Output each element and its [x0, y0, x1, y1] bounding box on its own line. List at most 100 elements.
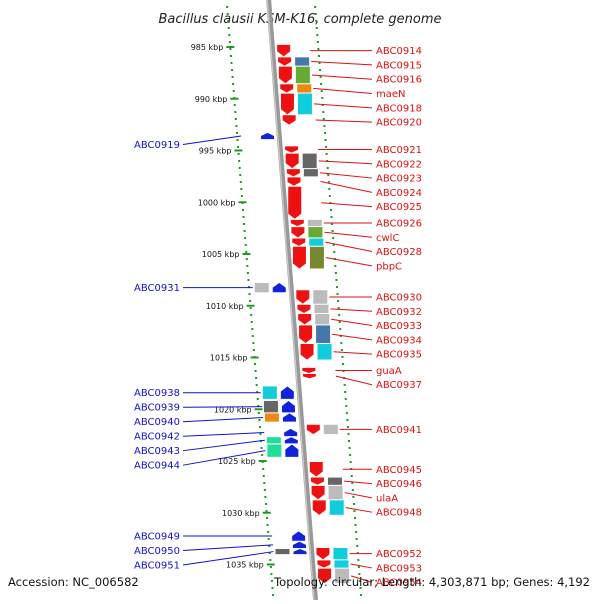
- ring-dot: [317, 55, 320, 57]
- ring-dot: [238, 160, 241, 162]
- forward-gene-label: ABC0935: [376, 350, 422, 361]
- ring-dot: [268, 552, 271, 554]
- ring-dot: [240, 195, 243, 197]
- kbp-tick-label: 1025 kbp: [218, 457, 256, 466]
- ring-dot: [344, 391, 347, 393]
- ring-dot: [229, 48, 232, 50]
- forward-gene-arrow: [285, 146, 299, 153]
- ring-dot: [244, 237, 247, 239]
- reverse-gene-arrow: [285, 444, 299, 457]
- forward-label-leader: [344, 492, 373, 499]
- ring-dot: [326, 167, 329, 169]
- backbone-line: [266, 0, 319, 601]
- forward-gene-arrow: [296, 290, 310, 304]
- reverse-gene-arrow: [284, 437, 298, 444]
- forward-gene-arrow: [306, 424, 320, 435]
- ring-dot: [231, 76, 234, 78]
- ring-dot: [335, 279, 338, 281]
- kbp-tick-label: 985 kbp: [191, 43, 224, 52]
- ring-dot: [345, 405, 348, 407]
- ring-dot: [327, 174, 330, 176]
- ring-dot: [262, 468, 265, 470]
- forward-gene-arrow: [318, 568, 332, 584]
- ring-dot: [356, 545, 359, 547]
- forward-cog-box: [329, 500, 344, 515]
- ring-dot: [315, 20, 318, 22]
- forward-label-leader: [343, 480, 373, 485]
- ring-dot: [230, 62, 233, 64]
- forward-gene-label: ABC0924: [376, 188, 422, 199]
- ring-dot: [261, 454, 264, 456]
- ring-dot: [346, 426, 349, 428]
- forward-cog-box: [316, 325, 331, 344]
- ring-dot: [271, 587, 274, 589]
- ring-dot: [354, 524, 357, 526]
- ring-dot: [349, 461, 352, 463]
- ring-dot: [252, 342, 255, 344]
- ring-dot: [234, 118, 237, 120]
- forward-cog-box: [314, 304, 329, 313]
- forward-gene-arrow: [290, 219, 304, 227]
- reverse-gene-arrow: [282, 413, 296, 422]
- forward-cog-box: [308, 227, 323, 238]
- forward-gene-arrow: [300, 344, 314, 360]
- ring-dot: [267, 538, 270, 540]
- ring-dot: [358, 580, 361, 582]
- ring-dot: [246, 272, 249, 274]
- ring-dot: [357, 566, 360, 568]
- ring-dot: [328, 195, 331, 197]
- forward-cog-box: [297, 93, 312, 115]
- ring-dot: [247, 279, 250, 281]
- ring-dot: [251, 335, 254, 337]
- ring-dot: [256, 391, 259, 393]
- ring-dot: [249, 307, 252, 309]
- reverse-gene-label: ABC0949: [134, 532, 180, 543]
- reverse-label-leader: [182, 432, 265, 437]
- ring-dot: [337, 307, 340, 309]
- forward-gene-label: ABC0933: [376, 321, 422, 332]
- reverse-label-leader: [182, 450, 266, 466]
- reverse-cog-box: [267, 444, 282, 457]
- ring-dot: [265, 510, 268, 512]
- forward-cog-box: [333, 547, 348, 560]
- ring-dot: [228, 34, 231, 36]
- reverse-gene-arrow: [284, 428, 298, 437]
- kbp-tick-label: 1015 kbp: [210, 354, 248, 363]
- accession-text: Accession: NC_006582: [8, 575, 139, 589]
- ring-dot: [333, 251, 336, 253]
- forward-label-leader: [330, 308, 373, 312]
- ring-dot: [351, 489, 354, 491]
- ring-dot: [314, 13, 317, 15]
- ring-dot: [233, 104, 236, 106]
- forward-gene-label: ABC0953: [376, 563, 422, 574]
- kbp-tick-label: 990 kbp: [195, 95, 228, 104]
- reverse-cog-box: [262, 386, 277, 399]
- ring-dot: [252, 349, 255, 351]
- forward-label-leader: [350, 575, 373, 583]
- ring-dot: [263, 482, 266, 484]
- forward-gene-arrow: [317, 560, 331, 568]
- ring-dot: [232, 90, 235, 92]
- reverse-gene-arrow: [292, 531, 306, 541]
- forward-cog-box: [302, 153, 317, 169]
- reverse-gene-label: ABC0939: [134, 403, 180, 414]
- ring-dot: [320, 83, 323, 85]
- forward-gene-arrow: [309, 462, 323, 477]
- forward-gene-arrow: [292, 246, 306, 269]
- ring-dot: [243, 223, 246, 225]
- ring-dot: [254, 370, 257, 372]
- forward-cog-box: [328, 485, 343, 500]
- forward-cog-box: [295, 66, 310, 84]
- reverse-gene-label: ABC0942: [134, 432, 180, 443]
- forward-label-leader: [325, 257, 373, 267]
- kbp-tick-label: 1030 kbp: [222, 509, 260, 518]
- forward-gene-arrow: [287, 177, 301, 186]
- forward-label-leader: [331, 318, 373, 327]
- ring-dot: [314, 6, 317, 8]
- forward-cog-box: [313, 290, 328, 304]
- reverse-label-leader: [182, 544, 273, 552]
- ring-dot: [269, 566, 272, 568]
- ring-dot: [342, 363, 345, 365]
- ring-dot: [251, 328, 254, 330]
